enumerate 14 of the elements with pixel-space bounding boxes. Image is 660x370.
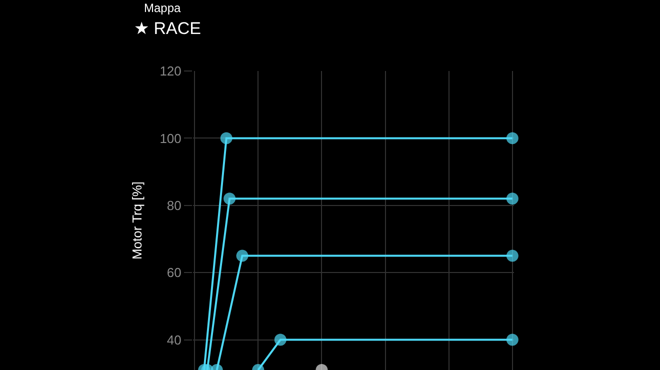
point (506, 132, 518, 144)
y-tick-label: 120 (160, 64, 182, 79)
point (506, 192, 518, 205)
point (224, 192, 236, 205)
y-tick-label: 60 (166, 265, 182, 280)
y-tick-label: 40 (166, 332, 182, 348)
point (236, 250, 248, 262)
y-tick-label: 80 (166, 198, 182, 213)
point (506, 250, 518, 262)
y-tick-label: 100 (160, 130, 182, 146)
chart-subtitle: ★ RACE (134, 19, 201, 38)
point (220, 132, 232, 144)
chart-title: Mappa (144, 1, 182, 15)
y-axis-title: Motor Trq [%] (130, 181, 145, 260)
